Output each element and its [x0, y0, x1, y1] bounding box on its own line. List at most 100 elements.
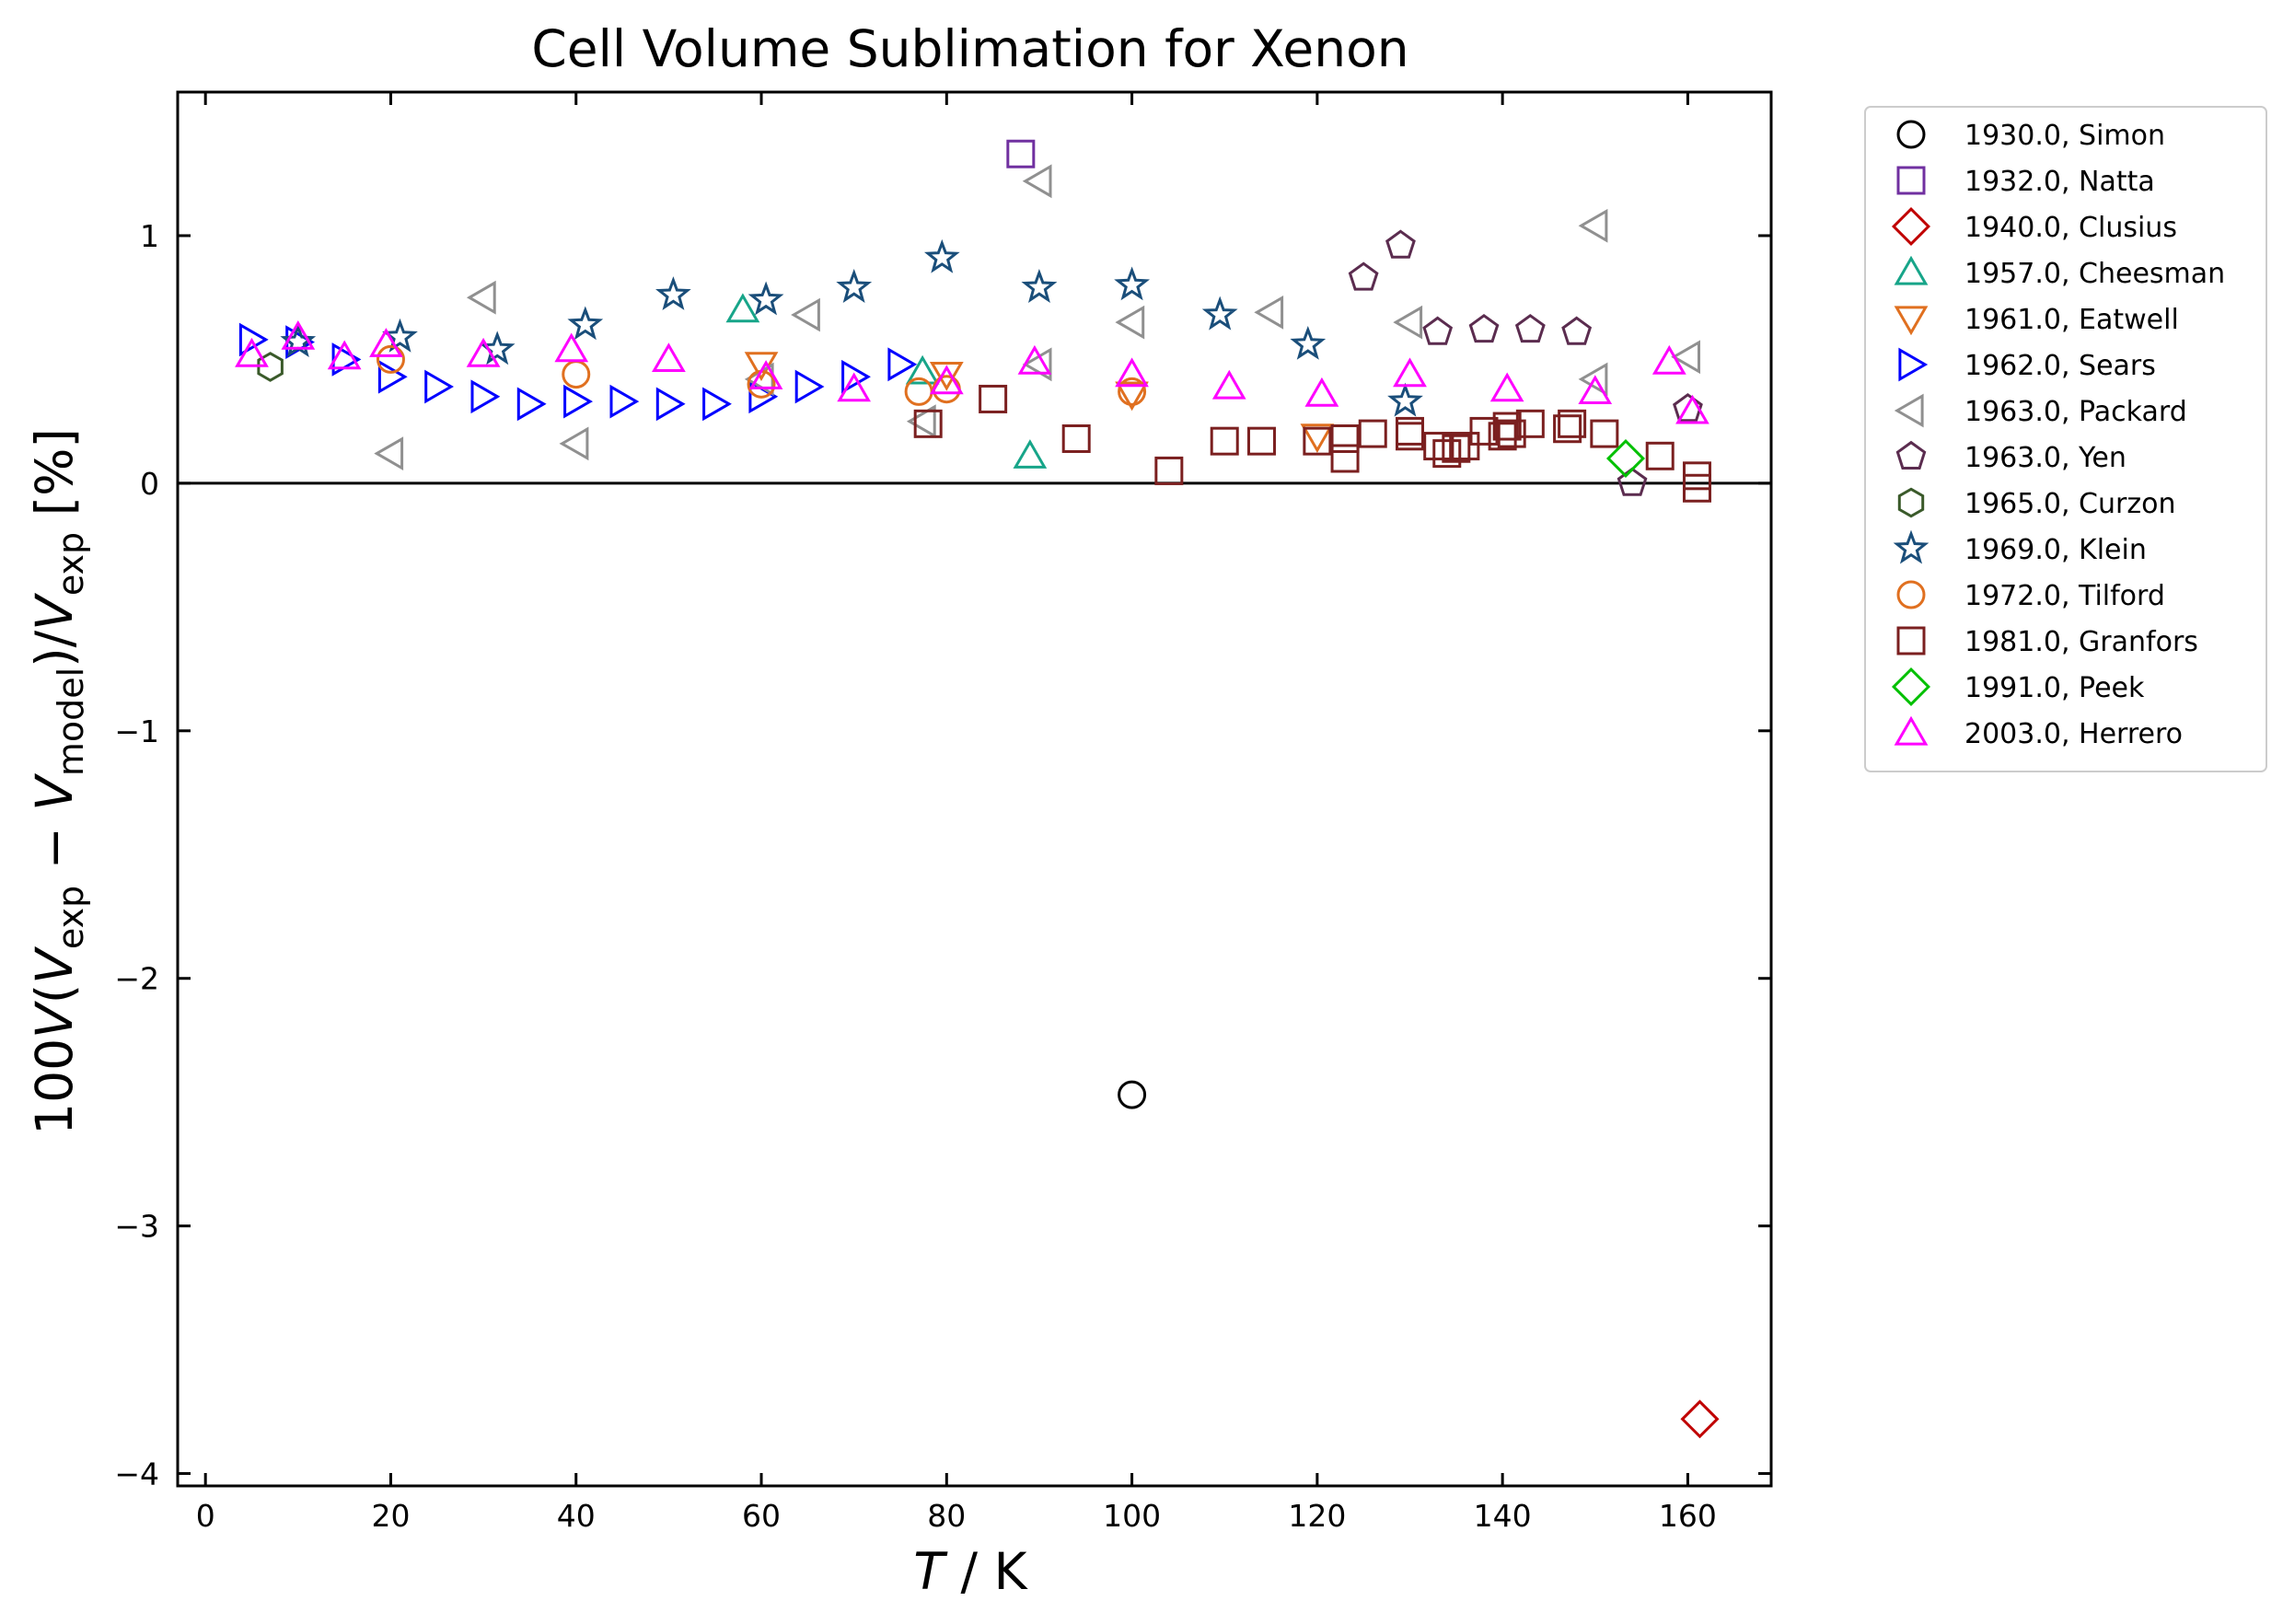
- data-point: [516, 387, 547, 422]
- data-point: [1682, 473, 1711, 503]
- legend-label: 1932.0, Natta: [1964, 166, 2155, 198]
- data-point: [235, 337, 269, 367]
- legend-marker: [1894, 306, 1929, 336]
- x-tick-label: 140: [1474, 1498, 1532, 1534]
- data-point: [1432, 439, 1462, 469]
- data-point: [651, 342, 686, 372]
- y-tick-label: −1: [114, 713, 159, 749]
- data-point: [377, 359, 408, 394]
- series-13: [235, 319, 1709, 424]
- data-point: [1387, 382, 1423, 417]
- data-point: [554, 332, 589, 363]
- data-point: [281, 319, 316, 350]
- data-point: [702, 387, 732, 422]
- data-point: [1396, 422, 1425, 451]
- series-11: [913, 384, 1711, 503]
- plot-area: [176, 90, 1773, 1488]
- data-point: [1645, 441, 1675, 470]
- data-point: [1561, 316, 1593, 345]
- legend-label: 1961.0, Eatwell: [1964, 304, 2179, 336]
- data-point: [791, 297, 820, 332]
- data-point: [1348, 261, 1379, 291]
- legend-marker: [1891, 667, 1931, 707]
- x-tick-label: 80: [927, 1498, 966, 1534]
- series-7: [1348, 229, 1703, 496]
- series-4: [744, 352, 1335, 454]
- series-6: [374, 164, 1700, 471]
- data-point: [1468, 313, 1500, 343]
- data-point: [1578, 362, 1608, 397]
- legend-marker: [1897, 487, 1925, 518]
- legend-marker: [1896, 626, 1926, 655]
- y-label-part: )/: [25, 630, 84, 667]
- data-point: [905, 354, 940, 385]
- plot-frame: [176, 90, 1773, 1488]
- y-axis: −4 −3 −2 −1 0 1: [114, 218, 1771, 1492]
- legend-label: 1940.0, Clusius: [1964, 212, 2177, 244]
- data-point: [906, 404, 936, 438]
- series-8: [257, 352, 284, 382]
- y-tick-label: 1: [140, 218, 159, 254]
- data-point: [1514, 313, 1546, 343]
- data-point: [1303, 426, 1332, 456]
- legend-marker: [1891, 206, 1931, 247]
- data-point: [841, 359, 871, 394]
- data-point: [655, 276, 691, 310]
- legend-frame: [1864, 106, 2267, 772]
- data-point: [1488, 422, 1517, 451]
- legend-label: 1963.0, Yen: [1964, 442, 2127, 474]
- legend-marker: [1895, 440, 1927, 470]
- data-point: [1515, 409, 1545, 438]
- data-point: [1497, 419, 1526, 448]
- data-point: [374, 436, 404, 471]
- y-label-part: V: [25, 773, 84, 811]
- y-label-sub: exp: [51, 886, 91, 949]
- x-tick-label: 20: [371, 1498, 410, 1534]
- data-point: [1442, 434, 1471, 463]
- x-tick-label: 0: [196, 1498, 215, 1534]
- legend: 1930.0, Simon 1932.0, Natta 1940.0, Clusiu…: [1864, 106, 2267, 772]
- legend-marker: [1894, 393, 1924, 428]
- legend-label: 1981.0, Granfors: [1964, 626, 2198, 658]
- y-tick-label: −3: [114, 1209, 159, 1245]
- legend-marker: [1896, 580, 1926, 609]
- legend-marker: [1896, 166, 1926, 195]
- data-points: [235, 139, 1720, 1439]
- data-point: [794, 369, 825, 404]
- data-point: [1304, 377, 1339, 407]
- y-tick-label: −4: [114, 1456, 159, 1492]
- series-1: [1006, 139, 1036, 168]
- data-point: [929, 365, 964, 395]
- y-label-sub: exp: [51, 532, 91, 596]
- y-label-part: V: [25, 593, 84, 631]
- chart-title: Cell Volume Sublimation for Xenon: [531, 19, 1408, 78]
- data-point: [837, 372, 871, 402]
- data-point: [1617, 467, 1648, 496]
- data-point: [1330, 444, 1360, 473]
- data-point: [1115, 357, 1149, 388]
- data-point: [1246, 426, 1276, 456]
- data-point: [466, 337, 501, 367]
- series-5: [238, 322, 918, 422]
- data-point: [559, 426, 589, 461]
- data-point: [327, 340, 362, 370]
- data-point: [470, 379, 501, 414]
- data-point: [369, 328, 403, 357]
- y-label-part: −: [25, 811, 84, 886]
- data-point: [1115, 381, 1149, 412]
- y-tick-label: −2: [114, 961, 159, 997]
- data-point: [563, 384, 594, 419]
- data-point: [1578, 375, 1613, 404]
- x-tick-label: 40: [557, 1498, 596, 1534]
- x-tick-label: 100: [1103, 1498, 1161, 1534]
- y-label-part: V: [25, 1001, 84, 1038]
- data-point: [1451, 432, 1480, 461]
- data-point: [257, 352, 284, 382]
- data-point: [1211, 369, 1246, 400]
- data-point: [466, 280, 496, 315]
- data-point: [1022, 164, 1052, 199]
- data-point: [1300, 423, 1335, 454]
- data-point: [929, 362, 964, 391]
- data-point: [609, 384, 640, 419]
- legend-label: 1957.0, Cheesman: [1964, 258, 2225, 290]
